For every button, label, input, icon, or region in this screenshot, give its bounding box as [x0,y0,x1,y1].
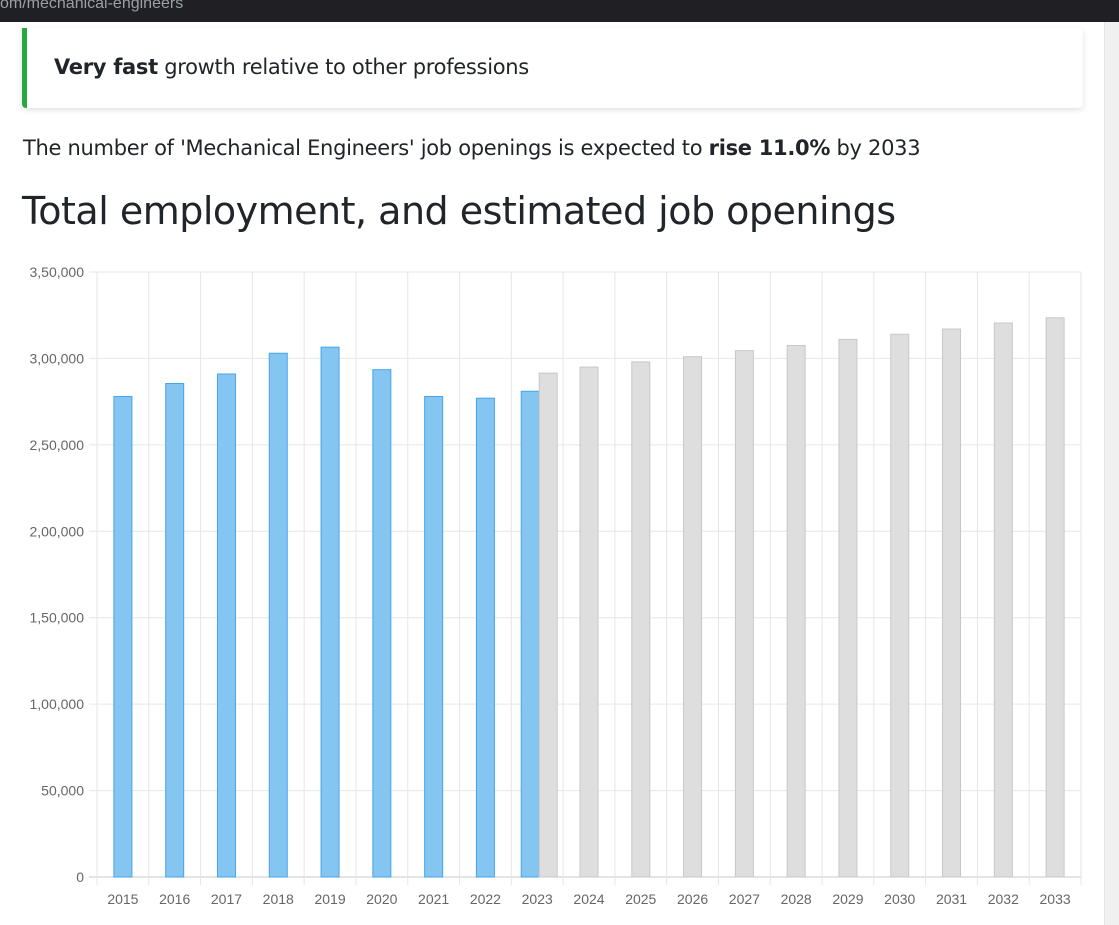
summary-suffix: by 2033 [830,136,921,160]
y-tick-label: 1,00,000 [30,696,85,712]
growth-description: growth relative to other professions [157,55,529,79]
projected-employment-bar[interactable] [734,350,754,878]
actual-employment-bar[interactable] [113,395,133,878]
browser-url-bar[interactable]: om/mechanical-engineers [0,0,1119,22]
projected-employment-bar[interactable] [579,366,599,878]
growth-callout-text: Very fast growth relative to other profe… [54,55,529,79]
actual-employment-bar[interactable] [372,369,392,878]
x-tick-label: 2023 [522,891,553,907]
summary-prefix: The number of 'Mechanical Engineers' job… [23,136,709,160]
y-tick-label: 2,00,000 [30,523,85,539]
page-scrollbar[interactable] [1104,22,1119,925]
growth-callout: Very fast growth relative to other profe… [22,28,1083,108]
x-tick-label: 2016 [159,891,190,907]
actual-employment-bar[interactable] [165,382,185,878]
projected-employment-bar[interactable] [786,344,806,878]
employment-bar-chart: 0 50,000 1,00,000 1,50,000 2,00,000 2,50,000 3… [30,264,1082,907]
url-text[interactable]: om/mechanical-engineers [0,0,184,12]
growth-rating: Very fast [54,55,158,79]
x-tick-label: 2024 [573,891,604,907]
x-tick-label: 2021 [418,891,449,907]
summary-rise: rise 11.0% [708,136,831,160]
actual-employment-bar[interactable] [268,352,288,878]
x-tick-label: 2027 [729,891,760,907]
actual-employment-bar[interactable] [520,390,540,878]
actual-employment-bar[interactable] [216,373,236,878]
actual-employment-bar[interactable] [475,397,495,878]
y-tick-label: 3,00,000 [30,350,85,366]
x-tick-label: 2020 [366,891,397,907]
x-tick-label: 2026 [677,891,708,907]
y-tick-label: 3,50,000 [30,264,85,280]
openings-summary: The number of 'Mechanical Engineers' job… [23,136,921,160]
projected-employment-bar[interactable] [631,361,651,878]
x-tick-label: 2032 [988,891,1019,907]
projected-employment-bar[interactable] [890,333,910,878]
y-tick-label: 50,000 [41,783,84,799]
x-tick-label: 2029 [832,891,863,907]
y-tick-label: 1,50,000 [30,610,85,626]
x-tick-label: 2028 [781,891,812,907]
x-tick-label: 2022 [470,891,501,907]
actual-employment-bar[interactable] [424,395,444,878]
x-tick-label: 2031 [936,891,967,907]
projected-employment-bar[interactable] [1045,317,1065,878]
actual-employment-bar[interactable] [320,346,340,878]
chart-section-title: Total employment, and estimated job open… [22,189,896,233]
projected-employment-bar[interactable] [683,356,703,878]
x-tick-label: 2015 [107,891,138,907]
y-tick-label: 2,50,000 [30,437,85,453]
x-tick-label: 2018 [263,891,294,907]
projected-employment-bar[interactable] [838,338,858,878]
projected-employment-bar[interactable] [942,328,962,878]
x-tick-label: 2030 [884,891,915,907]
x-tick-label: 2025 [625,891,656,907]
x-tick-label: 2017 [211,891,242,907]
projected-employment-bar[interactable] [993,322,1013,878]
x-tick-label: 2033 [1040,891,1071,907]
y-tick-label: 0 [76,869,84,885]
projected-employment-bar[interactable] [538,372,558,878]
x-tick-label: 2019 [314,891,345,907]
